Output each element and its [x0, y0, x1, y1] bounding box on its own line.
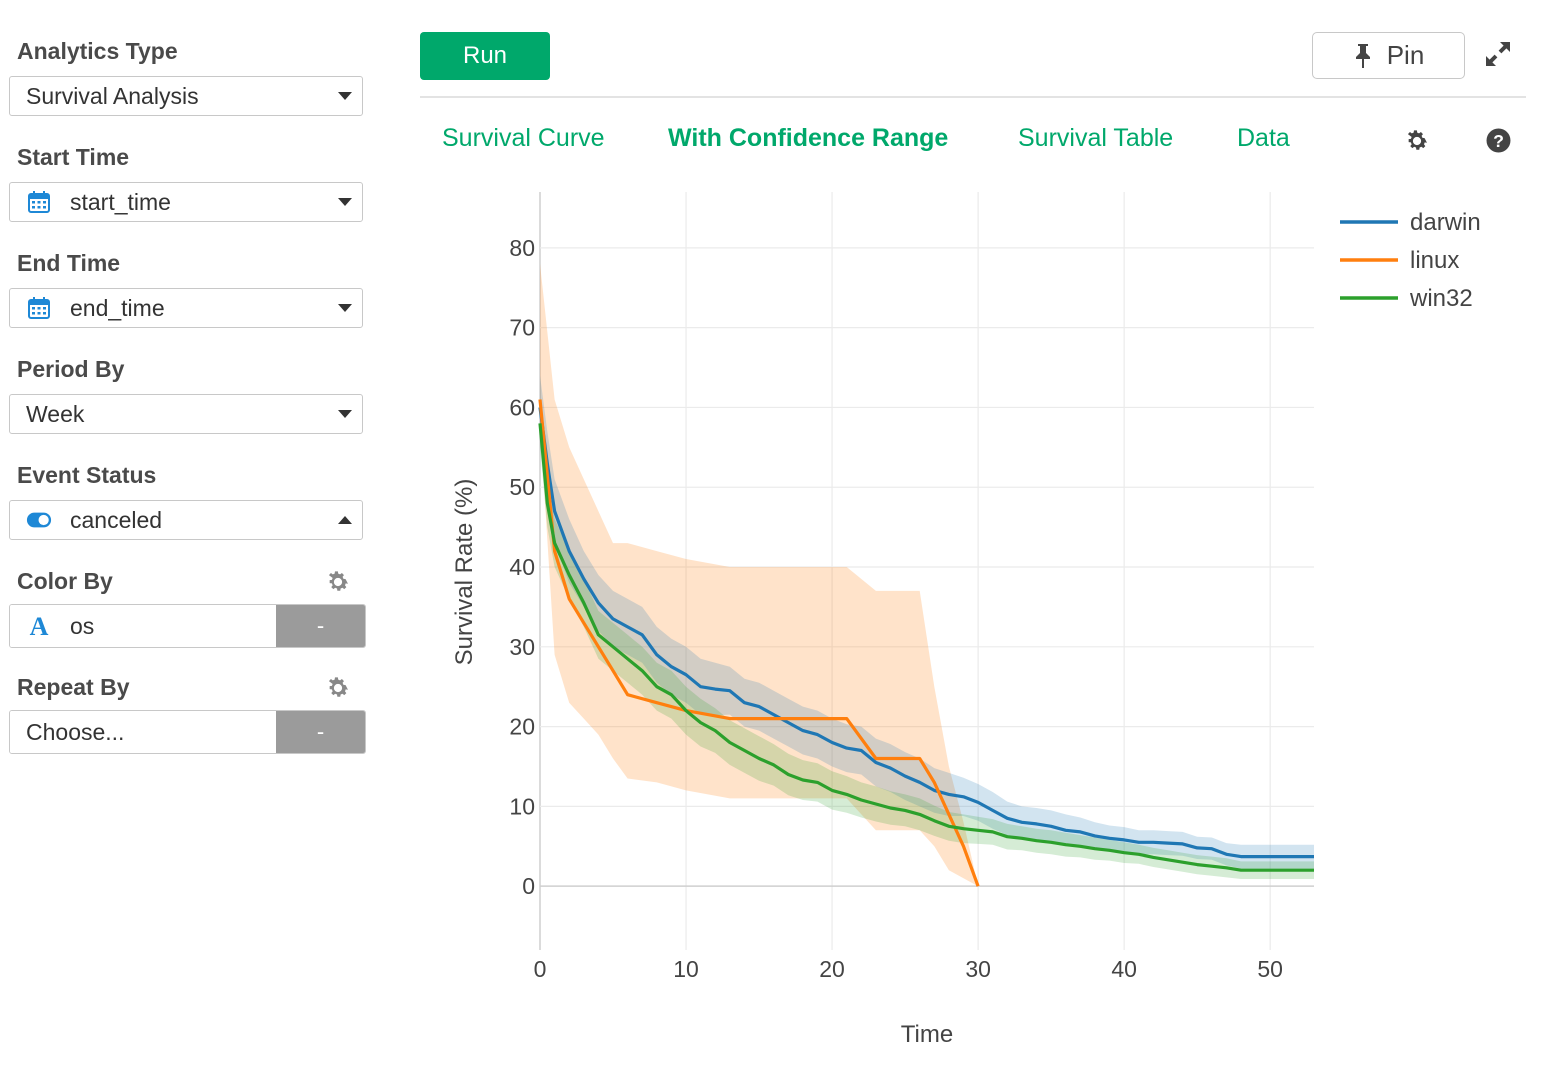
axis-ticks: 0 10 20 30 40 50 0 10 20 30 40 50 60 70 80	[509, 235, 1283, 982]
period-by-label: Period By	[17, 356, 125, 382]
event-status-label: Event Status	[17, 462, 157, 488]
linux-confidence-band	[540, 263, 979, 887]
analytics-type-select[interactable]: Survival Analysis	[9, 76, 363, 116]
chevron-down-icon	[338, 92, 352, 100]
event-status-value: canceled	[70, 506, 163, 533]
end-time-value: end_time	[70, 294, 165, 321]
pin-icon	[1355, 43, 1370, 68]
tab-data[interactable]: Data	[1237, 124, 1290, 152]
expand-icon[interactable]	[1484, 40, 1512, 68]
confidence-bands	[540, 263, 1314, 887]
toolbar-divider	[420, 96, 1526, 98]
win32-confidence-band	[540, 399, 1314, 879]
x-axis-title: Time	[901, 1021, 953, 1048]
tab-with-confidence-range[interactable]: With Confidence Range	[668, 124, 949, 152]
linux-survival-line	[538, 399, 980, 887]
y-tick-label: 0	[522, 873, 535, 899]
calendar-icon	[26, 189, 52, 215]
repeat-by-control: Choose... -	[9, 710, 366, 754]
y-tick-label: 10	[509, 793, 535, 819]
period-by-value: Week	[26, 400, 85, 427]
repeat-by-gear-icon[interactable]	[325, 675, 351, 701]
end-time-label: End Time	[17, 250, 121, 276]
end-time-select[interactable]: end_time	[9, 288, 363, 328]
start-time-select[interactable]: start_time	[9, 182, 363, 222]
chevron-down-icon	[338, 304, 352, 312]
chart-settings-gear-icon[interactable]	[1404, 128, 1430, 154]
y-tick-label: 40	[509, 554, 535, 580]
color-by-control: A os -	[9, 604, 366, 648]
x-tick-label: 40	[1111, 956, 1137, 982]
calendar-icon	[26, 295, 52, 321]
pin-label: Pin	[1386, 40, 1425, 70]
pin-button[interactable]: Pin	[1312, 32, 1465, 79]
win32-survival-line	[538, 423, 1314, 872]
chevron-down-icon	[338, 198, 352, 206]
series-lines	[538, 399, 1314, 887]
svg-text:A: A	[30, 613, 49, 639]
sidebar: Analytics Type Survival Analysis Start T…	[0, 0, 380, 1070]
repeat-by-value: Choose...	[26, 718, 125, 745]
legend-label-win32[interactable]: win32	[1409, 285, 1473, 312]
help-icon[interactable]: ?	[1486, 128, 1511, 153]
y-tick-label: 80	[509, 235, 535, 261]
x-tick-label: 20	[819, 956, 845, 982]
color-by-gear-icon[interactable]	[325, 569, 351, 595]
analytics-type-value: Survival Analysis	[26, 82, 199, 109]
chart-grid	[539, 192, 1314, 950]
chevron-down-icon	[338, 410, 352, 418]
svg-text:?: ?	[1493, 131, 1504, 151]
y-tick-label: 60	[509, 394, 535, 420]
x-tick-label: 0	[534, 956, 547, 982]
darwin-survival-line	[538, 407, 1314, 859]
color-by-label: Color By	[17, 568, 113, 594]
legend-label-darwin[interactable]: darwin	[1410, 209, 1481, 236]
y-tick-label: 30	[509, 634, 535, 660]
x-tick-label: 50	[1257, 956, 1283, 982]
y-axis-title: Survival Rate (%)	[451, 479, 478, 666]
text-type-icon: A	[26, 613, 52, 639]
y-tick-label: 50	[509, 474, 535, 500]
run-button[interactable]: Run	[420, 32, 550, 80]
repeat-by-remove-button[interactable]: -	[276, 711, 365, 753]
chart-legend: darwin linux win32	[1340, 209, 1481, 312]
repeat-by-select[interactable]: Choose...	[10, 711, 276, 753]
tab-survival-curve[interactable]: Survival Curve	[442, 124, 605, 152]
y-tick-label: 70	[509, 315, 535, 341]
color-by-select[interactable]: A os	[10, 605, 276, 647]
toggle-icon	[26, 507, 52, 533]
y-tick-label: 20	[509, 714, 535, 740]
x-tick-label: 10	[673, 956, 699, 982]
x-tick-label: 30	[965, 956, 991, 982]
analytics-type-label: Analytics Type	[17, 38, 178, 64]
start-time-label: Start Time	[17, 144, 130, 170]
period-by-select[interactable]: Week	[9, 394, 363, 434]
start-time-value: start_time	[70, 188, 171, 215]
event-status-select[interactable]: canceled	[9, 500, 363, 540]
color-by-remove-button[interactable]: -	[276, 605, 365, 647]
tab-survival-table[interactable]: Survival Table	[1018, 124, 1174, 152]
chevron-up-icon	[338, 516, 352, 524]
color-by-value: os	[70, 612, 95, 639]
repeat-by-label: Repeat By	[17, 674, 130, 700]
legend-label-linux[interactable]: linux	[1410, 247, 1459, 274]
